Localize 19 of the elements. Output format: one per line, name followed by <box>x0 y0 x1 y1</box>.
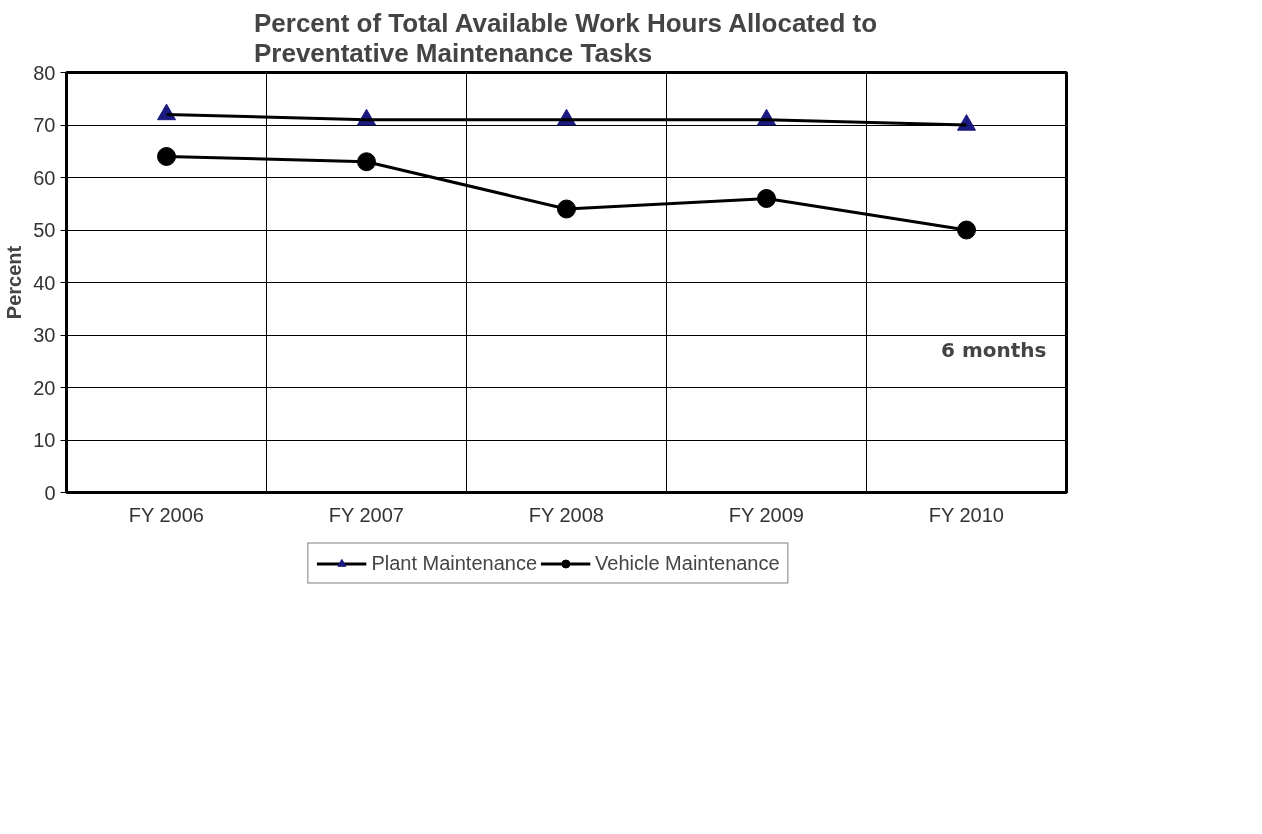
y-tick-label: 70 <box>33 114 56 136</box>
y-tick-label: 30 <box>33 324 56 346</box>
legend-label: Plant Maintenance <box>371 551 538 575</box>
x-tick-label: FY 2009 <box>728 503 804 526</box>
y-tick-label: 10 <box>33 429 56 451</box>
y-axis-title: Percent <box>3 245 26 320</box>
x-tick-label: FY 2007 <box>328 503 404 526</box>
y-tick-label: 50 <box>33 219 56 241</box>
annotation: 6 months <box>941 338 1047 363</box>
y-tick-label: 80 <box>33 61 56 84</box>
y-tick-label: 20 <box>33 376 56 399</box>
y-tick-label: 0 <box>44 481 56 504</box>
y-tick-label: 40 <box>33 271 56 294</box>
x-tick-label: FY 2010 <box>928 503 1004 526</box>
legend-label: Vehicle Maintenance <box>595 551 780 575</box>
x-tick-label: FY 2006 <box>128 503 204 526</box>
x-tick-label: FY 2008 <box>528 503 604 526</box>
chart-title: Percent of Total Available Work Hours Allocated to Preventative Maintenance Tasks <box>253 7 878 68</box>
y-tick-label: 60 <box>33 166 56 189</box>
